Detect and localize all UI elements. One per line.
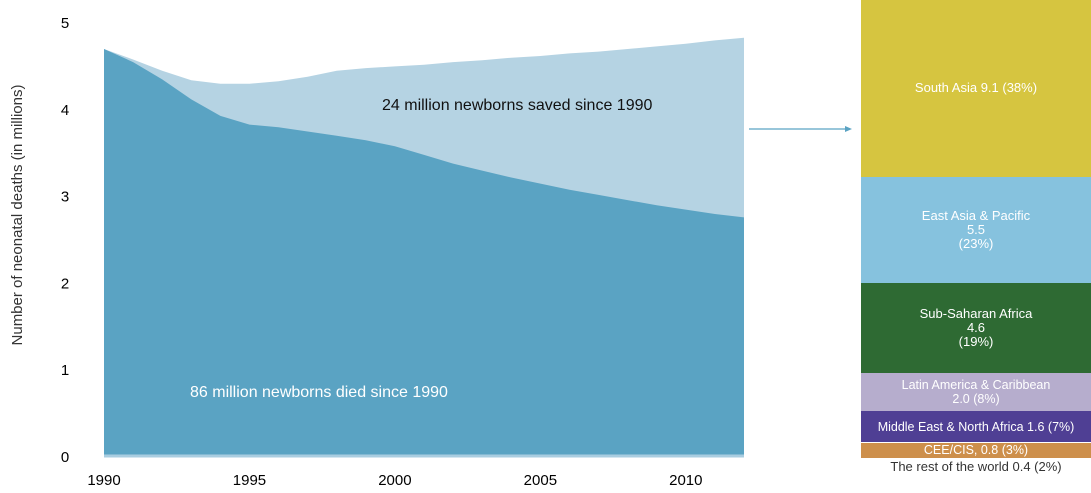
- region-label: East Asia & Pacific: [921, 207, 1031, 223]
- y-axis-title: Number of neonatal deaths (in millions): [9, 85, 26, 346]
- y-axis-ticks: 0 1 2 3 4 5: [61, 15, 69, 466]
- region-segment: South Asia 9.1 (38%): [861, 0, 1091, 177]
- y-tick-label: 0: [61, 449, 69, 466]
- x-tick-label: 2010: [669, 472, 702, 489]
- x-tick-label: 1990: [87, 472, 120, 489]
- annotation-died: 86 million newborns died since 1990: [190, 384, 448, 401]
- y-tick-label: 1: [61, 362, 69, 379]
- region-label: 2.0 (8%): [952, 391, 1000, 406]
- x-tick-label: 2000: [378, 472, 411, 489]
- annotation-saved: 24 million newborns saved since 1990: [382, 97, 652, 114]
- region-segment: CEE/CIS, 0.8 (3%): [861, 442, 1091, 458]
- region-label: Sub-Saharan Africa: [919, 305, 1033, 321]
- area-chart: 0 1 2 3 4 5 1990 1995 2000 2005 2010 Number of ne…: [9, 15, 852, 489]
- y-tick-label: 4: [61, 102, 69, 119]
- region-label: (19%): [958, 333, 994, 349]
- plot-area: [104, 37, 744, 458]
- region-label: Latin America & Caribbean: [901, 377, 1051, 392]
- region-segment: Middle East & North Africa 1.6 (7%): [861, 411, 1091, 443]
- rest-of-world-label: The rest of the world 0.4 (2%): [890, 459, 1062, 474]
- x-tick-label: 2005: [524, 472, 557, 489]
- region-segment: Latin America & Caribbean 2.0 (8%): [861, 372, 1091, 412]
- series-died-area: [104, 49, 744, 457]
- callout-arrow: [749, 126, 852, 132]
- y-tick-label: 2: [61, 275, 69, 292]
- region-label: 4.6: [966, 319, 986, 335]
- region-label: (23%): [958, 235, 994, 251]
- region-label: South Asia 9.1 (38%): [914, 80, 1038, 96]
- region-label: CEE/CIS, 0.8 (3%): [923, 443, 1029, 458]
- x-axis-ticks: 1990 1995 2000 2005 2010: [87, 472, 702, 489]
- region-segment: East Asia & Pacific 5.5 (23%): [861, 176, 1091, 284]
- region-label: Middle East & North Africa 1.6 (7%): [877, 419, 1075, 434]
- y-tick-label: 5: [61, 15, 69, 32]
- y-tick-label: 3: [61, 189, 69, 206]
- region-segment: Sub-Saharan Africa 4.6 (19%): [861, 283, 1091, 373]
- region-label: 5.5: [966, 221, 986, 237]
- x-tick-label: 1995: [233, 472, 266, 489]
